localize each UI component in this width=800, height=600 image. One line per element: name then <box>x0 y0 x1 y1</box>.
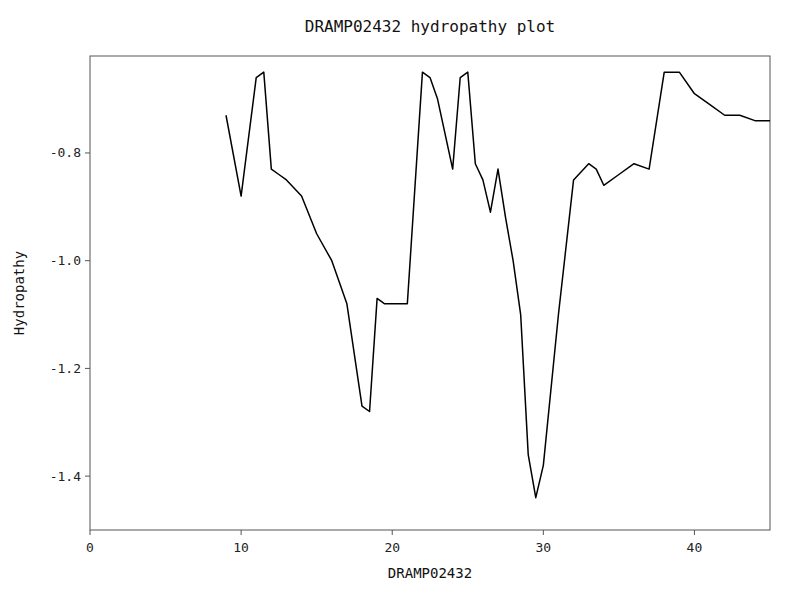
x-tick-label: 40 <box>687 540 703 555</box>
data <box>226 72 770 498</box>
axes: 0 10 20 30 40 -1.4 -1.2 -1.0 -0.8 <box>50 56 770 555</box>
x-tick <box>694 530 695 535</box>
x-tick-label: 20 <box>384 540 400 555</box>
y-tick <box>85 260 90 261</box>
y-tick-label: -1.2 <box>50 361 81 376</box>
y-tick <box>85 368 90 369</box>
x-tick-label: 10 <box>233 540 249 555</box>
x-tick <box>90 530 91 535</box>
y-tick-label: -1.0 <box>50 253 81 268</box>
x-tick <box>392 530 393 535</box>
x-tick <box>241 530 242 535</box>
x-tick <box>543 530 544 535</box>
x-tick-label: 30 <box>536 540 552 555</box>
data-line <box>226 72 770 498</box>
x-tick-label: 0 <box>86 540 94 555</box>
y-tick-label: -1.4 <box>50 469 81 484</box>
y-tick-label: -0.8 <box>50 145 81 160</box>
x-axis-label: DRAMP02432 <box>388 565 472 581</box>
y-tick <box>85 152 90 153</box>
plot-frame <box>90 56 770 530</box>
title: DRAMP02432 hydropathy plot <box>305 17 555 36</box>
y-axis-label: Hydropathy <box>11 251 27 335</box>
y-tick <box>85 476 90 477</box>
chart: 0 10 20 30 40 -1.4 -1.2 -1.0 -0.8 DRAMP02432 hydr… <box>0 0 800 600</box>
